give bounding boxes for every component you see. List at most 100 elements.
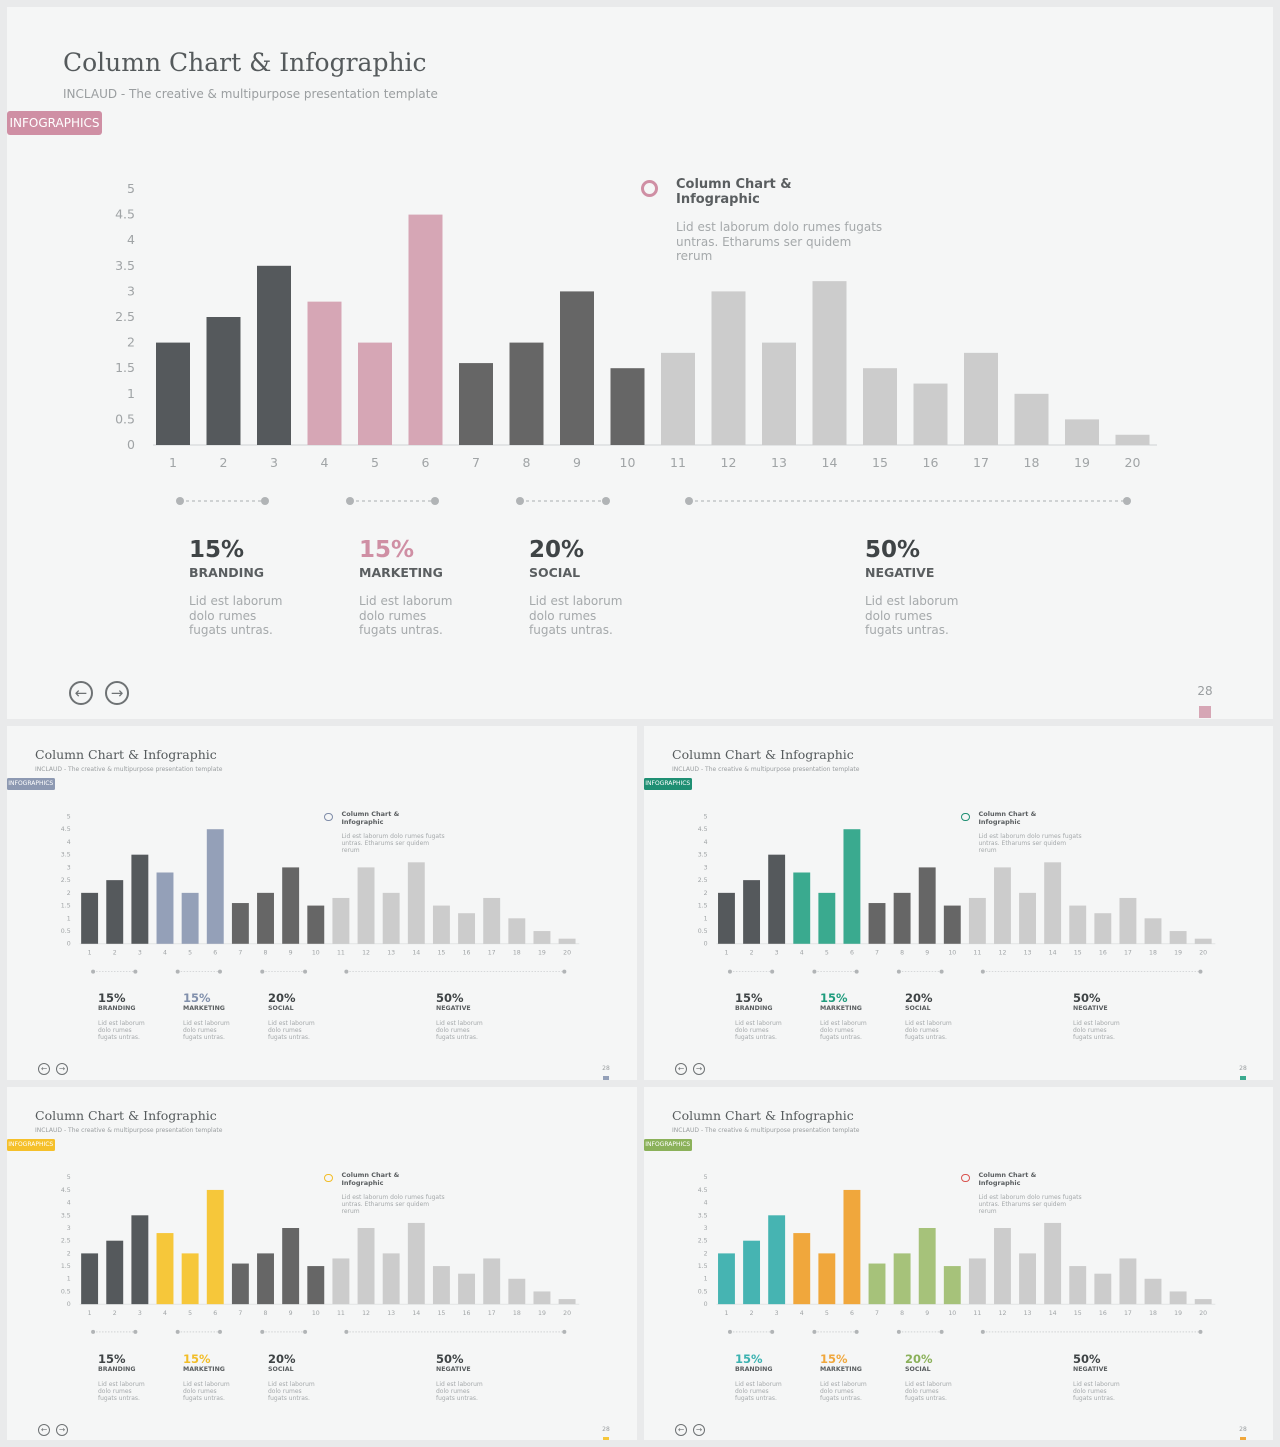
- bar-16: [458, 913, 476, 944]
- bar-16: [1094, 1273, 1112, 1305]
- bar-2: [743, 1240, 761, 1305]
- slide-title: Column Chart & Infographic: [672, 746, 854, 762]
- arrow-right-icon: →: [58, 1064, 66, 1073]
- x-tick-label: 6: [850, 950, 854, 957]
- y-tick-label: 2: [704, 1250, 708, 1257]
- page-number: 28: [1197, 684, 1213, 698]
- next-arrow-button[interactable]: →: [105, 681, 129, 705]
- y-tick-label: 3: [704, 1225, 708, 1232]
- x-tick-label: 19: [538, 950, 546, 957]
- prev-arrow-button[interactable]: ←: [69, 681, 93, 705]
- bar-9: [918, 867, 936, 944]
- bar-7: [868, 903, 886, 944]
- stat-description: Lid est laborum dolo rumes fugats untras…: [98, 1019, 145, 1042]
- x-tick-label: 1: [724, 950, 728, 957]
- x-tick-label: 6: [213, 1310, 217, 1317]
- bar-4: [156, 1233, 174, 1305]
- bar-18: [508, 918, 526, 944]
- infographics-tag: INFOGRAPHICS: [7, 111, 102, 135]
- stat-category: NEGATIVE: [1073, 1366, 1108, 1373]
- x-tick-label: 7: [472, 455, 480, 470]
- prev-arrow-button[interactable]: ←: [675, 1063, 687, 1075]
- bar-3: [768, 854, 786, 944]
- connector-dot: [562, 1329, 567, 1334]
- bar-14: [812, 281, 847, 445]
- y-tick-label: 0: [127, 437, 135, 452]
- x-tick-label: 6: [213, 950, 217, 957]
- x-tick-label: 4: [800, 950, 804, 957]
- connector-dot: [260, 969, 265, 974]
- prev-arrow-button[interactable]: ←: [38, 1063, 50, 1075]
- bar-5: [818, 892, 836, 944]
- slide-subtitle: INCLAUD - The creative & multipurpose pr…: [672, 766, 860, 773]
- bar-2: [743, 880, 761, 944]
- stat-percent: 15%: [98, 1352, 126, 1366]
- infographics-tag: INFOGRAPHICS: [7, 1139, 55, 1151]
- x-tick-label: 20: [1199, 1310, 1207, 1317]
- callout-description: Lid est laborum dolo rumes fugats untras…: [341, 832, 445, 855]
- stat-category: MARKETING: [820, 1005, 862, 1012]
- bar-18: [1144, 1278, 1162, 1305]
- x-tick-label: 15: [1074, 1310, 1082, 1317]
- connector-dot: [1198, 1329, 1203, 1334]
- y-tick-label: 3: [67, 1225, 71, 1232]
- infographics-tag: INFOGRAPHICS: [7, 778, 55, 790]
- x-tick-label: 12: [362, 950, 370, 957]
- stat-category: BRANDING: [735, 1005, 773, 1012]
- y-tick-label: 0.5: [698, 1288, 708, 1295]
- x-tick-label: 14: [1049, 1310, 1057, 1317]
- y-tick-label: 5: [67, 813, 71, 820]
- next-arrow-button[interactable]: →: [693, 1063, 705, 1075]
- x-tick-label: 17: [973, 455, 989, 470]
- x-tick-label: 18: [513, 1310, 521, 1317]
- bar-10: [610, 368, 645, 445]
- stat-description: Lid est laborum dolo rumes fugats untras…: [183, 1380, 230, 1403]
- x-tick-label: 14: [412, 1310, 420, 1317]
- page-number: 28: [602, 1425, 610, 1433]
- x-tick-label: 3: [138, 1310, 142, 1317]
- stat-description: Lid est laborum dolo rumes fugats untras…: [820, 1380, 867, 1403]
- x-tick-label: 7: [875, 1310, 879, 1317]
- bar-8: [257, 892, 274, 944]
- stat-percent: 15%: [735, 991, 763, 1005]
- bar-4: [793, 872, 811, 944]
- next-arrow-button[interactable]: →: [56, 1063, 68, 1075]
- bar-5: [358, 342, 392, 445]
- stat-percent: 20%: [268, 1352, 296, 1366]
- bar-17: [1119, 1258, 1137, 1305]
- connector-dot: [812, 969, 817, 974]
- y-tick-label: 5: [67, 1174, 71, 1181]
- next-arrow-button[interactable]: →: [693, 1424, 705, 1436]
- stat-percent: 20%: [905, 1352, 933, 1366]
- infographics-tag: INFOGRAPHICS: [644, 778, 692, 790]
- x-tick-label: 4: [800, 1310, 804, 1317]
- stat-percent: 15%: [820, 991, 848, 1005]
- y-tick-label: 3.5: [698, 852, 708, 859]
- x-tick-label: 16: [463, 1310, 471, 1317]
- stat-category: NEGATIVE: [436, 1005, 471, 1012]
- x-tick-label: 12: [721, 455, 737, 470]
- x-tick-label: 4: [163, 950, 167, 957]
- prev-arrow-button[interactable]: ←: [38, 1424, 50, 1436]
- x-tick-label: 20: [563, 1310, 571, 1317]
- bar-20: [1194, 1299, 1212, 1305]
- y-tick-label: 1.5: [698, 903, 708, 910]
- connector-dot: [854, 969, 859, 974]
- connector-dot: [431, 497, 439, 505]
- page-number: 28: [1239, 1064, 1247, 1072]
- x-tick-label: 11: [973, 950, 981, 957]
- bar-15: [863, 368, 897, 445]
- y-tick-label: 4.5: [61, 826, 71, 833]
- connector-dot: [939, 1329, 944, 1334]
- bar-1: [81, 1253, 99, 1305]
- next-arrow-button[interactable]: →: [56, 1424, 68, 1436]
- y-tick-label: 3.5: [61, 852, 71, 859]
- prev-arrow-button[interactable]: ←: [675, 1424, 687, 1436]
- x-tick-label: 2: [750, 1310, 754, 1317]
- x-tick-label: 2: [113, 1310, 117, 1317]
- bar-12: [357, 1228, 375, 1305]
- bar-7: [868, 1263, 886, 1305]
- slide-subtitle: INCLAUD - The creative & multipurpose pr…: [63, 87, 438, 101]
- bar-8: [509, 342, 544, 445]
- stat-category: BRANDING: [735, 1366, 773, 1373]
